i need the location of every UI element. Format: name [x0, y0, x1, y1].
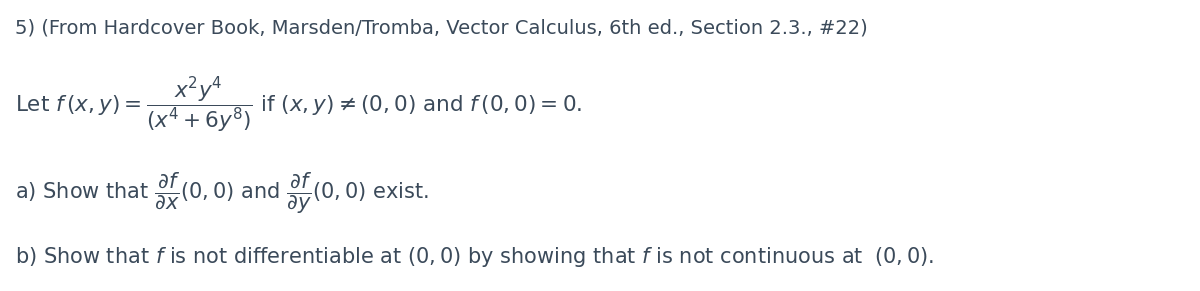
- Text: Let $f\,(x, y) = \dfrac{x^2 y^4}{(x^4+6y^8)}$ if $(x, y) \neq (0, 0)$ and $f\,(0: Let $f\,(x, y) = \dfrac{x^2 y^4}{(x^4+6y…: [14, 75, 582, 134]
- Text: a) Show that $\dfrac{\partial f}{\partial x}(0, 0)$ and $\dfrac{\partial f}{\par: a) Show that $\dfrac{\partial f}{\partia…: [14, 170, 428, 216]
- Text: 5) (From Hardcover Book, Marsden/Tromba, Vector Calculus, 6th ed., Section 2.3.,: 5) (From Hardcover Book, Marsden/Tromba,…: [14, 18, 868, 37]
- Text: b) Show that $f$ is not differentiable at $(0, 0)$ by showing that $f$ is not co: b) Show that $f$ is not differentiable a…: [14, 245, 935, 269]
